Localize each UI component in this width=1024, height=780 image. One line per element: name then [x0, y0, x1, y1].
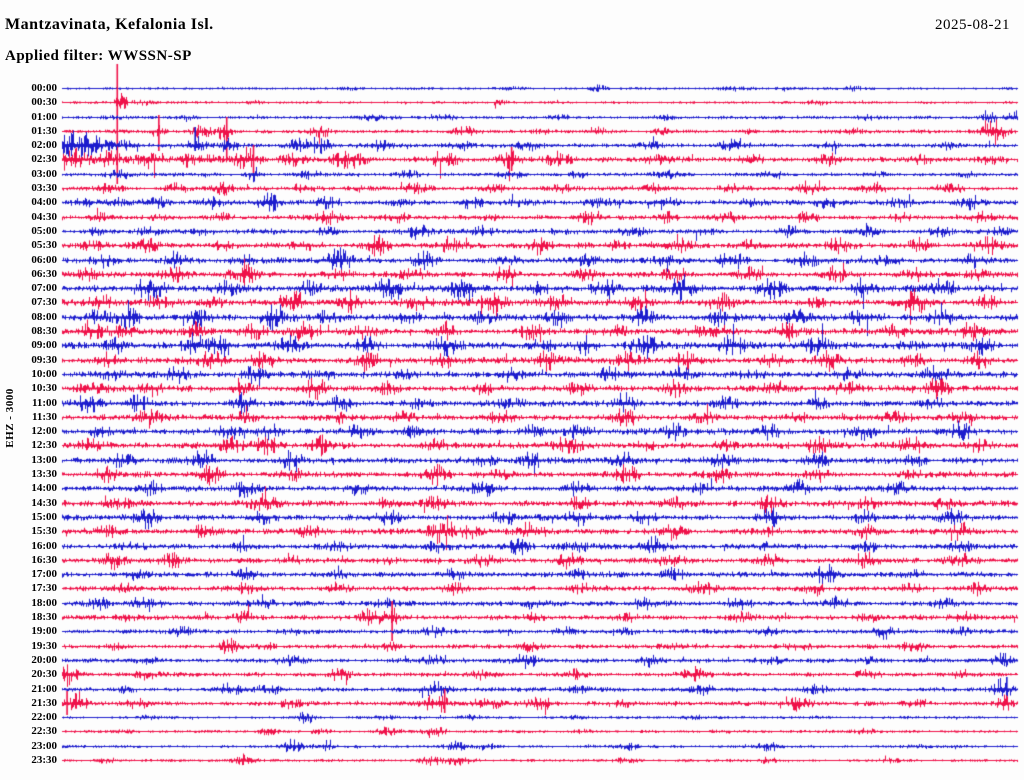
row-time-label: 00:00 [31, 82, 57, 94]
row-time-label: 19:00 [31, 625, 57, 637]
row-time-label: 16:00 [31, 540, 57, 552]
row-time-label: 22:00 [31, 711, 57, 723]
row-time-label: 21:30 [31, 697, 57, 709]
date-label: 2025-08-21 [935, 17, 1010, 33]
row-time-label: 01:00 [31, 111, 57, 123]
applied-filter-label: Applied filter: WWSSN-SP [5, 48, 192, 64]
row-time-label: 12:00 [31, 425, 57, 437]
row-time-label: 23:00 [31, 740, 57, 752]
row-time-label: 17:00 [31, 568, 57, 580]
row-time-label: 14:00 [31, 482, 57, 494]
row-time-label: 12:30 [31, 439, 57, 451]
row-time-label: 13:30 [31, 468, 57, 480]
row-time-label: 22:30 [31, 725, 57, 737]
row-time-label: 01:30 [31, 125, 57, 137]
time-axis: 00:00 00:30 01:00 01:30 02:00 02:30 03:00 03:30… [0, 0, 57, 780]
row-time-label: 03:00 [31, 168, 57, 180]
page-title: Mantzavinata, Kefalonia Isl. [5, 16, 214, 33]
row-time-label: 18:30 [31, 611, 57, 623]
row-time-label: 06:30 [31, 268, 57, 280]
row-time-label: 17:30 [31, 582, 57, 594]
row-time-label: 02:30 [31, 153, 57, 165]
row-time-label: 08:00 [31, 311, 57, 323]
row-time-label: 08:30 [31, 325, 57, 337]
row-time-label: 11:00 [31, 397, 57, 409]
row-time-label: 09:30 [31, 354, 57, 366]
row-time-label: 19:30 [31, 640, 57, 652]
row-time-label: 07:30 [31, 296, 57, 308]
row-time-label: 04:30 [31, 211, 57, 223]
row-time-label: 00:30 [31, 96, 57, 108]
row-time-label: 15:00 [31, 511, 57, 523]
row-time-label: 05:30 [31, 239, 57, 251]
row-time-label: 14:30 [31, 497, 57, 509]
row-time-label: 20:00 [31, 654, 57, 666]
row-time-label: 11:30 [31, 411, 57, 423]
row-time-label: 03:30 [31, 182, 57, 194]
row-time-label: 09:00 [31, 339, 57, 351]
row-time-label: 05:00 [31, 225, 57, 237]
row-time-label: 06:00 [31, 254, 57, 266]
row-time-label: 16:30 [31, 554, 57, 566]
row-time-label: 13:00 [31, 454, 57, 466]
row-time-label: 10:00 [31, 368, 57, 380]
row-time-label: 21:00 [31, 683, 57, 695]
row-time-label: 23:30 [31, 754, 57, 766]
row-time-label: 10:30 [31, 382, 57, 394]
row-time-label: 04:00 [31, 196, 57, 208]
row-time-label: 20:30 [31, 668, 57, 680]
row-time-label: 18:00 [31, 597, 57, 609]
row-time-label: 02:00 [31, 139, 57, 151]
row-time-label: 15:30 [31, 525, 57, 537]
row-time-label: 07:00 [31, 282, 57, 294]
